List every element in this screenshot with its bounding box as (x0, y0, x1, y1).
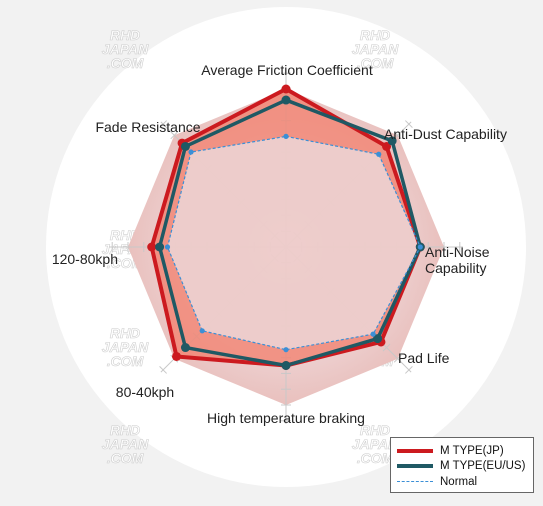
watermark-text: JAPAN (102, 339, 149, 355)
legend-item-normal: Normal (397, 474, 533, 490)
legend-item-eu-us: M TYPE(EU/US) (397, 459, 533, 475)
watermark-text: JAPAN (352, 41, 399, 57)
series-line-normal (166, 135, 421, 351)
legend-label-normal: Normal (440, 475, 478, 488)
series-point-normal (164, 244, 171, 250)
series-point-m-type-eu-us (281, 95, 291, 105)
series-point-normal (370, 331, 376, 337)
radar-tick (405, 120, 413, 128)
radar-tick (159, 120, 167, 128)
series-area-normal (167, 136, 421, 350)
series-point-m-type-eu-us (155, 242, 165, 252)
radar-tick (393, 131, 402, 140)
axis-label-layer: Average Friction Coefficient Anti-Dust Ca… (52, 62, 507, 426)
axis-label: Pad Life (398, 350, 450, 366)
axis-label: 80-40kph (116, 384, 174, 400)
series-point-normal (283, 347, 289, 353)
series-point-m-type-eu-us (180, 343, 190, 353)
axis-label: Fade Resistance (95, 119, 200, 135)
legend-label-jp: M TYPE(JP) (440, 444, 504, 457)
series-point-normal (376, 151, 382, 157)
axis-label: Average Friction Coefficient (201, 62, 373, 78)
legend-item-jp: M TYPE(JP) (397, 443, 533, 459)
series-point-m-type-jp (281, 84, 291, 94)
series-point-m-type-jp (382, 141, 392, 151)
legend-label-eu-us: M TYPE(EU/US) (440, 460, 526, 473)
watermark-text: RHD (360, 27, 390, 43)
series-point-m-type-eu-us (281, 361, 291, 370)
watermark-text: RHD (110, 27, 140, 43)
series-point-m-type-jp (147, 242, 157, 252)
legend-swatch-normal (397, 481, 433, 483)
watermark-text: JAPAN (102, 41, 149, 57)
series-point-normal (188, 149, 194, 155)
radar-tick (405, 366, 413, 374)
watermark-text: .COM (357, 55, 394, 71)
watermark-text: JAPAN (102, 436, 149, 452)
axis-label: 120-80kph (52, 251, 118, 267)
series-point-m-type-eu-us (387, 136, 397, 146)
legend: M TYPE(JP) M TYPE(EU/US) Normal (390, 437, 534, 493)
axis-label: Anti-Noise (425, 244, 490, 260)
series-point-normal (283, 133, 289, 139)
axis-label: Anti-Dust Capability (384, 126, 507, 142)
series-point-m-type-eu-us (180, 141, 190, 151)
series-point-m-type-eu-us (373, 334, 383, 344)
series-layer (147, 84, 425, 370)
series-point-m-type-jp (172, 351, 182, 361)
radar-tick (170, 131, 179, 140)
watermark-text: .COM (107, 55, 144, 71)
series-point-normal (199, 328, 205, 334)
radar-tick (393, 354, 402, 363)
watermark-text: .COM (107, 450, 144, 466)
legend-swatch-eu-us (397, 464, 433, 469)
watermark-text: JAPAN (352, 436, 399, 452)
watermark-text: RHD (110, 325, 140, 341)
watermark-text: .COM (357, 450, 394, 466)
watermark-text: RHD (360, 422, 390, 438)
radar-tick (382, 343, 391, 352)
watermark-text: .COM (107, 353, 144, 369)
radar-tick (159, 366, 167, 374)
watermark-text: RHD (110, 422, 140, 438)
axis-label: Capability (425, 260, 486, 276)
axis-label: High temperature braking (207, 410, 365, 426)
series-point-normal (417, 244, 423, 250)
legend-swatch-jp (397, 448, 433, 453)
